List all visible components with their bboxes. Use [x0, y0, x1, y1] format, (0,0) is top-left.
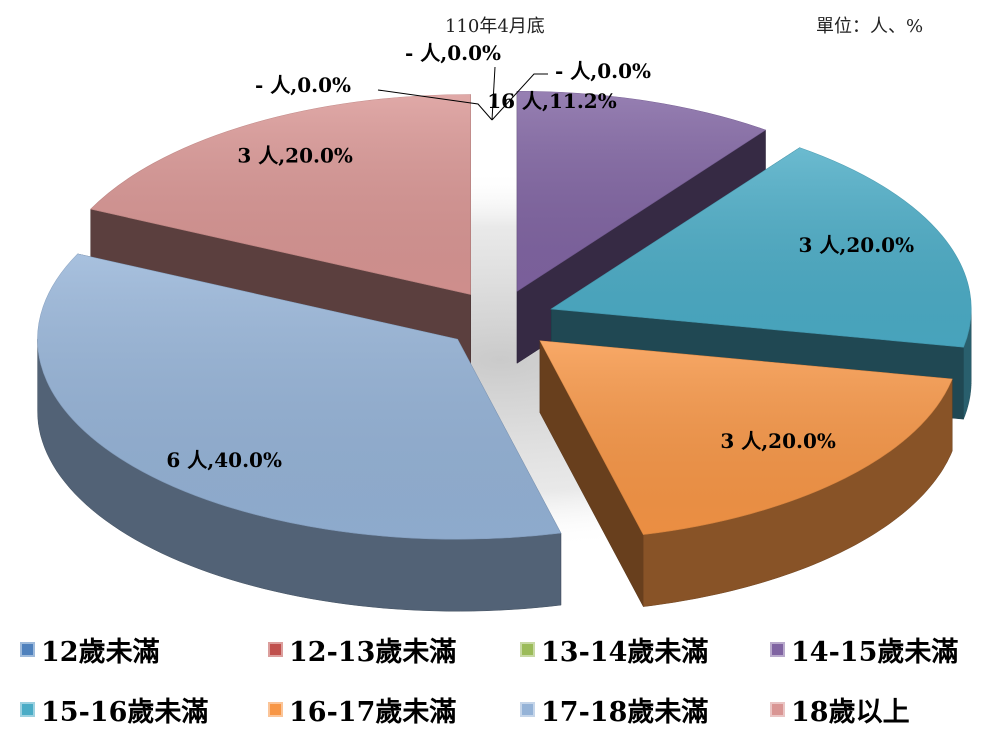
- legend-swatch: [520, 702, 535, 717]
- data-label-4: 16 人,11.2%: [487, 89, 616, 113]
- data-label-3: - 人,0.0%: [555, 59, 651, 83]
- pie-slice-7: [37, 253, 562, 612]
- legend-item-1: 12歲未滿: [20, 630, 160, 669]
- legend-swatch: [770, 642, 785, 657]
- pie-slice-sheen: [551, 147, 972, 348]
- legend-label: 12-13歲未滿: [289, 637, 457, 668]
- legend-label: 15-16歲未滿: [41, 697, 209, 728]
- data-label-1: - 人,0.0%: [255, 73, 351, 97]
- data-label-5: 3 人,20.0%: [799, 233, 915, 257]
- legend-item-6: 16-17歲未滿: [268, 690, 456, 729]
- legend-item-2: 12-13歲未滿: [268, 630, 456, 669]
- legend-swatch: [268, 642, 283, 657]
- data-label-2: - 人,0.0%: [405, 41, 501, 65]
- legend-item-3: 13-14歲未滿: [520, 630, 708, 669]
- leader-line-1: [377, 89, 493, 121]
- legend-swatch: [770, 702, 785, 717]
- data-label-7: 6 人,40.0%: [166, 448, 282, 472]
- legend-label: 12歲未滿: [41, 637, 160, 668]
- legend-item-8: 18歲以上: [770, 690, 910, 729]
- chart-unit: 單位：人、%: [816, 16, 924, 37]
- legend-swatch: [520, 642, 535, 657]
- leader-line-3: [491, 73, 548, 121]
- data-label-8: 3 人,20.0%: [237, 144, 353, 168]
- legend-item-5: 15-16歲未滿: [20, 690, 208, 729]
- legend-label: 17-18歲未滿: [541, 697, 709, 728]
- pie-slice-5: [550, 147, 972, 420]
- legend-item-4: 14-15歲未滿: [770, 630, 958, 669]
- legend-swatch: [20, 702, 35, 717]
- legend-label: 14-15歲未滿: [791, 637, 959, 668]
- chart-date: 110年4月底: [445, 16, 545, 37]
- data-label-6: 3 人,20.0%: [720, 429, 836, 453]
- legend-label: 18歲以上: [791, 697, 910, 728]
- pie-slice-sheen: [90, 94, 471, 295]
- pie-slice-6: [539, 340, 953, 607]
- legend-swatch: [268, 702, 283, 717]
- pie-slice-sheen: [517, 91, 766, 292]
- legend-label: 13-14歲未滿: [541, 637, 709, 668]
- legend-label: 16-17歲未滿: [289, 697, 457, 728]
- pie-slice-sheen: [539, 340, 953, 535]
- legend-swatch: [20, 642, 35, 657]
- pie-slice-sheen: [37, 253, 561, 540]
- leader-line-2: [491, 66, 496, 121]
- legend-item-7: 17-18歲未滿: [520, 690, 708, 729]
